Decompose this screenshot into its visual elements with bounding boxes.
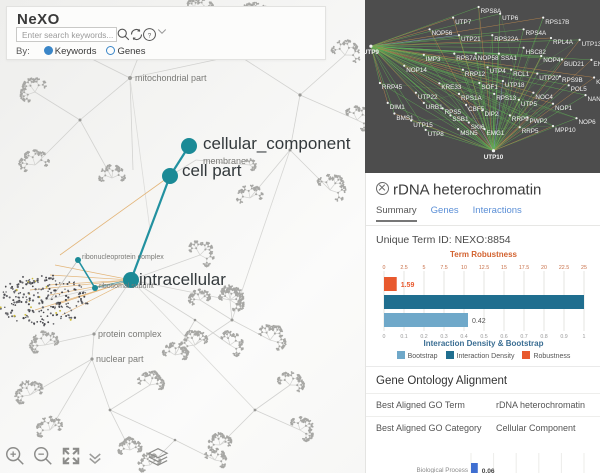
svg-text:5: 5	[423, 265, 426, 271]
svg-text:15: 15	[501, 265, 507, 271]
svg-text:12.5: 12.5	[479, 265, 489, 271]
svg-text:17.5: 17.5	[519, 265, 529, 271]
svg-text:2.5: 2.5	[400, 265, 407, 271]
svg-text:10: 10	[461, 265, 467, 271]
svg-text:7.5: 7.5	[440, 265, 447, 271]
svg-text:0: 0	[383, 265, 386, 271]
